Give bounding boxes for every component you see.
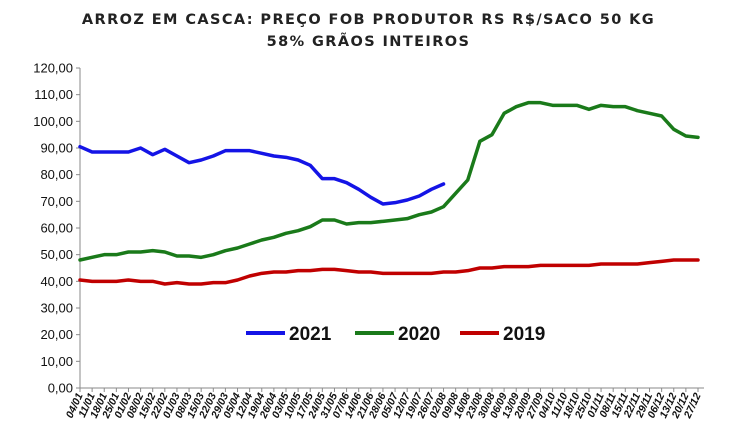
y-tick-label: 30,00 xyxy=(40,301,73,316)
y-tick-label: 120,00 xyxy=(33,61,73,76)
legend: 2021 2020 2019 xyxy=(246,324,545,345)
y-tick-label: 50,00 xyxy=(40,247,73,262)
series-line-2019 xyxy=(78,258,700,286)
legend-label-2020: 2020 xyxy=(398,324,440,345)
legend-label-2019: 2019 xyxy=(503,324,545,345)
y-tick-label: 10,00 xyxy=(40,354,73,369)
y-tick-label: 110,00 xyxy=(34,87,73,102)
chart-title-block: ARROZ EM CASCA: PREÇO FOB PRODUTOR RS R$… xyxy=(0,9,737,53)
chart-subtitle: 58% GRÃOS INTEIROS xyxy=(266,34,471,50)
y-tick-label: 20,00 xyxy=(40,327,73,342)
series-lines xyxy=(78,100,700,286)
legend-label-2021: 2021 xyxy=(289,324,332,345)
y-tick-label: 100,00 xyxy=(33,114,73,129)
y-tick-label: 40,00 xyxy=(40,274,73,289)
y-tick-label: 60,00 xyxy=(40,221,73,236)
series-line-2021 xyxy=(78,144,446,206)
y-tick-label: 80,00 xyxy=(40,167,73,182)
y-tick-label: 90,00 xyxy=(40,141,73,156)
y-axis: 0,00 10,00 20,00 30,00 40,00 50,00 60,00 70,00 8… xyxy=(33,61,81,396)
chart-title: ARROZ EM CASCA: PREÇO FOB PRODUTOR RS R$… xyxy=(81,12,656,28)
x-axis: 04/0111/0118/0125/0101/0208/0215/0222/02… xyxy=(64,387,704,421)
series-line-2020 xyxy=(78,100,700,262)
y-tick-label: 0,00 xyxy=(48,381,73,396)
y-tick-label: 70,00 xyxy=(40,194,73,209)
